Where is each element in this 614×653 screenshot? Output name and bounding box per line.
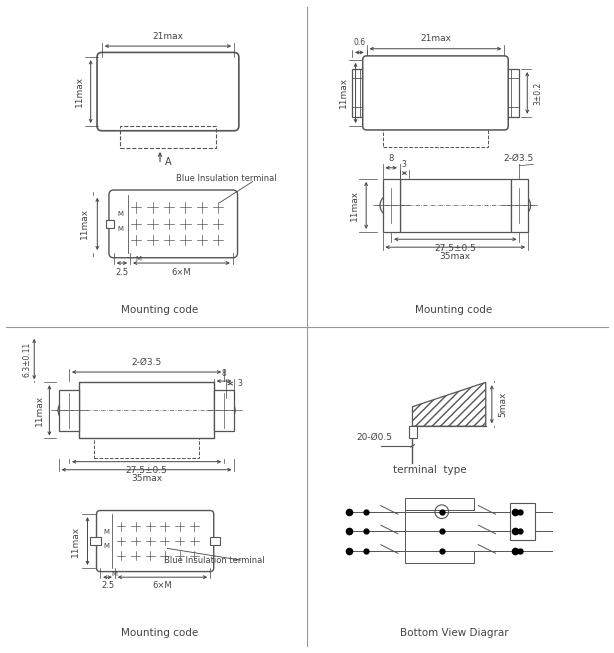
Text: Mounting code: Mounting code <box>122 305 199 315</box>
FancyBboxPatch shape <box>109 190 238 258</box>
Bar <box>383 126 488 147</box>
Text: Bottom View Diagrar: Bottom View Diagrar <box>400 628 508 637</box>
Bar <box>383 179 400 232</box>
Text: 11max: 11max <box>35 395 44 426</box>
Text: M: M <box>117 212 123 217</box>
Bar <box>409 426 418 438</box>
Text: 3: 3 <box>238 379 243 388</box>
Bar <box>504 69 519 117</box>
Text: 11max: 11max <box>350 190 359 221</box>
Text: 3: 3 <box>402 160 406 169</box>
FancyBboxPatch shape <box>97 52 239 131</box>
Text: 21max: 21max <box>420 35 451 44</box>
Bar <box>400 179 511 232</box>
Text: 2.5: 2.5 <box>115 268 128 277</box>
FancyBboxPatch shape <box>363 56 508 130</box>
Bar <box>120 126 216 148</box>
Text: Mounting code: Mounting code <box>415 305 492 315</box>
Text: Blue Insulation terminal: Blue Insulation terminal <box>176 174 276 183</box>
Text: Blue Insulation terminal: Blue Insulation terminal <box>165 556 265 565</box>
Text: 5max: 5max <box>498 392 507 417</box>
Text: 6.3±0.11: 6.3±0.11 <box>23 342 31 377</box>
Text: terminal  type: terminal type <box>393 465 467 475</box>
Text: 11max: 11max <box>80 208 89 240</box>
Text: 6×M: 6×M <box>172 268 191 277</box>
Text: A: A <box>165 157 172 167</box>
Text: M: M <box>135 256 141 262</box>
Bar <box>511 179 528 232</box>
Text: M: M <box>103 529 109 535</box>
Text: 6×M: 6×M <box>153 581 173 590</box>
FancyBboxPatch shape <box>96 511 214 571</box>
Text: 3±0.2: 3±0.2 <box>534 82 542 104</box>
Text: 11max: 11max <box>75 76 84 107</box>
Bar <box>405 551 473 563</box>
Text: 11max: 11max <box>71 526 80 556</box>
Bar <box>94 438 199 458</box>
Bar <box>510 503 535 540</box>
Bar <box>405 498 473 510</box>
Text: M: M <box>117 227 123 232</box>
Text: 8: 8 <box>222 369 227 378</box>
Text: 20-Ø0.5: 20-Ø0.5 <box>356 433 392 442</box>
Text: 27.5±0.5: 27.5±0.5 <box>126 466 168 475</box>
Bar <box>59 390 79 431</box>
Text: 2-Ø3.5: 2-Ø3.5 <box>131 358 161 367</box>
Text: Mounting code: Mounting code <box>122 628 199 637</box>
Text: 2-Ø3.5: 2-Ø3.5 <box>503 154 534 163</box>
Bar <box>209 537 220 545</box>
Bar <box>106 220 114 228</box>
Text: 27.5±0.5: 27.5±0.5 <box>434 244 476 253</box>
Text: M: M <box>112 571 118 577</box>
Bar <box>79 382 214 438</box>
Text: 8: 8 <box>389 153 394 163</box>
Bar <box>90 537 101 545</box>
Text: 11max: 11max <box>339 77 348 108</box>
Text: 35max: 35max <box>131 474 162 483</box>
Bar <box>214 390 235 431</box>
Text: 21max: 21max <box>152 32 184 40</box>
Text: 2.5: 2.5 <box>101 581 114 590</box>
Text: M: M <box>103 543 109 549</box>
Bar <box>352 69 367 117</box>
Text: 35max: 35max <box>440 253 471 261</box>
Text: 0.6: 0.6 <box>353 38 365 46</box>
